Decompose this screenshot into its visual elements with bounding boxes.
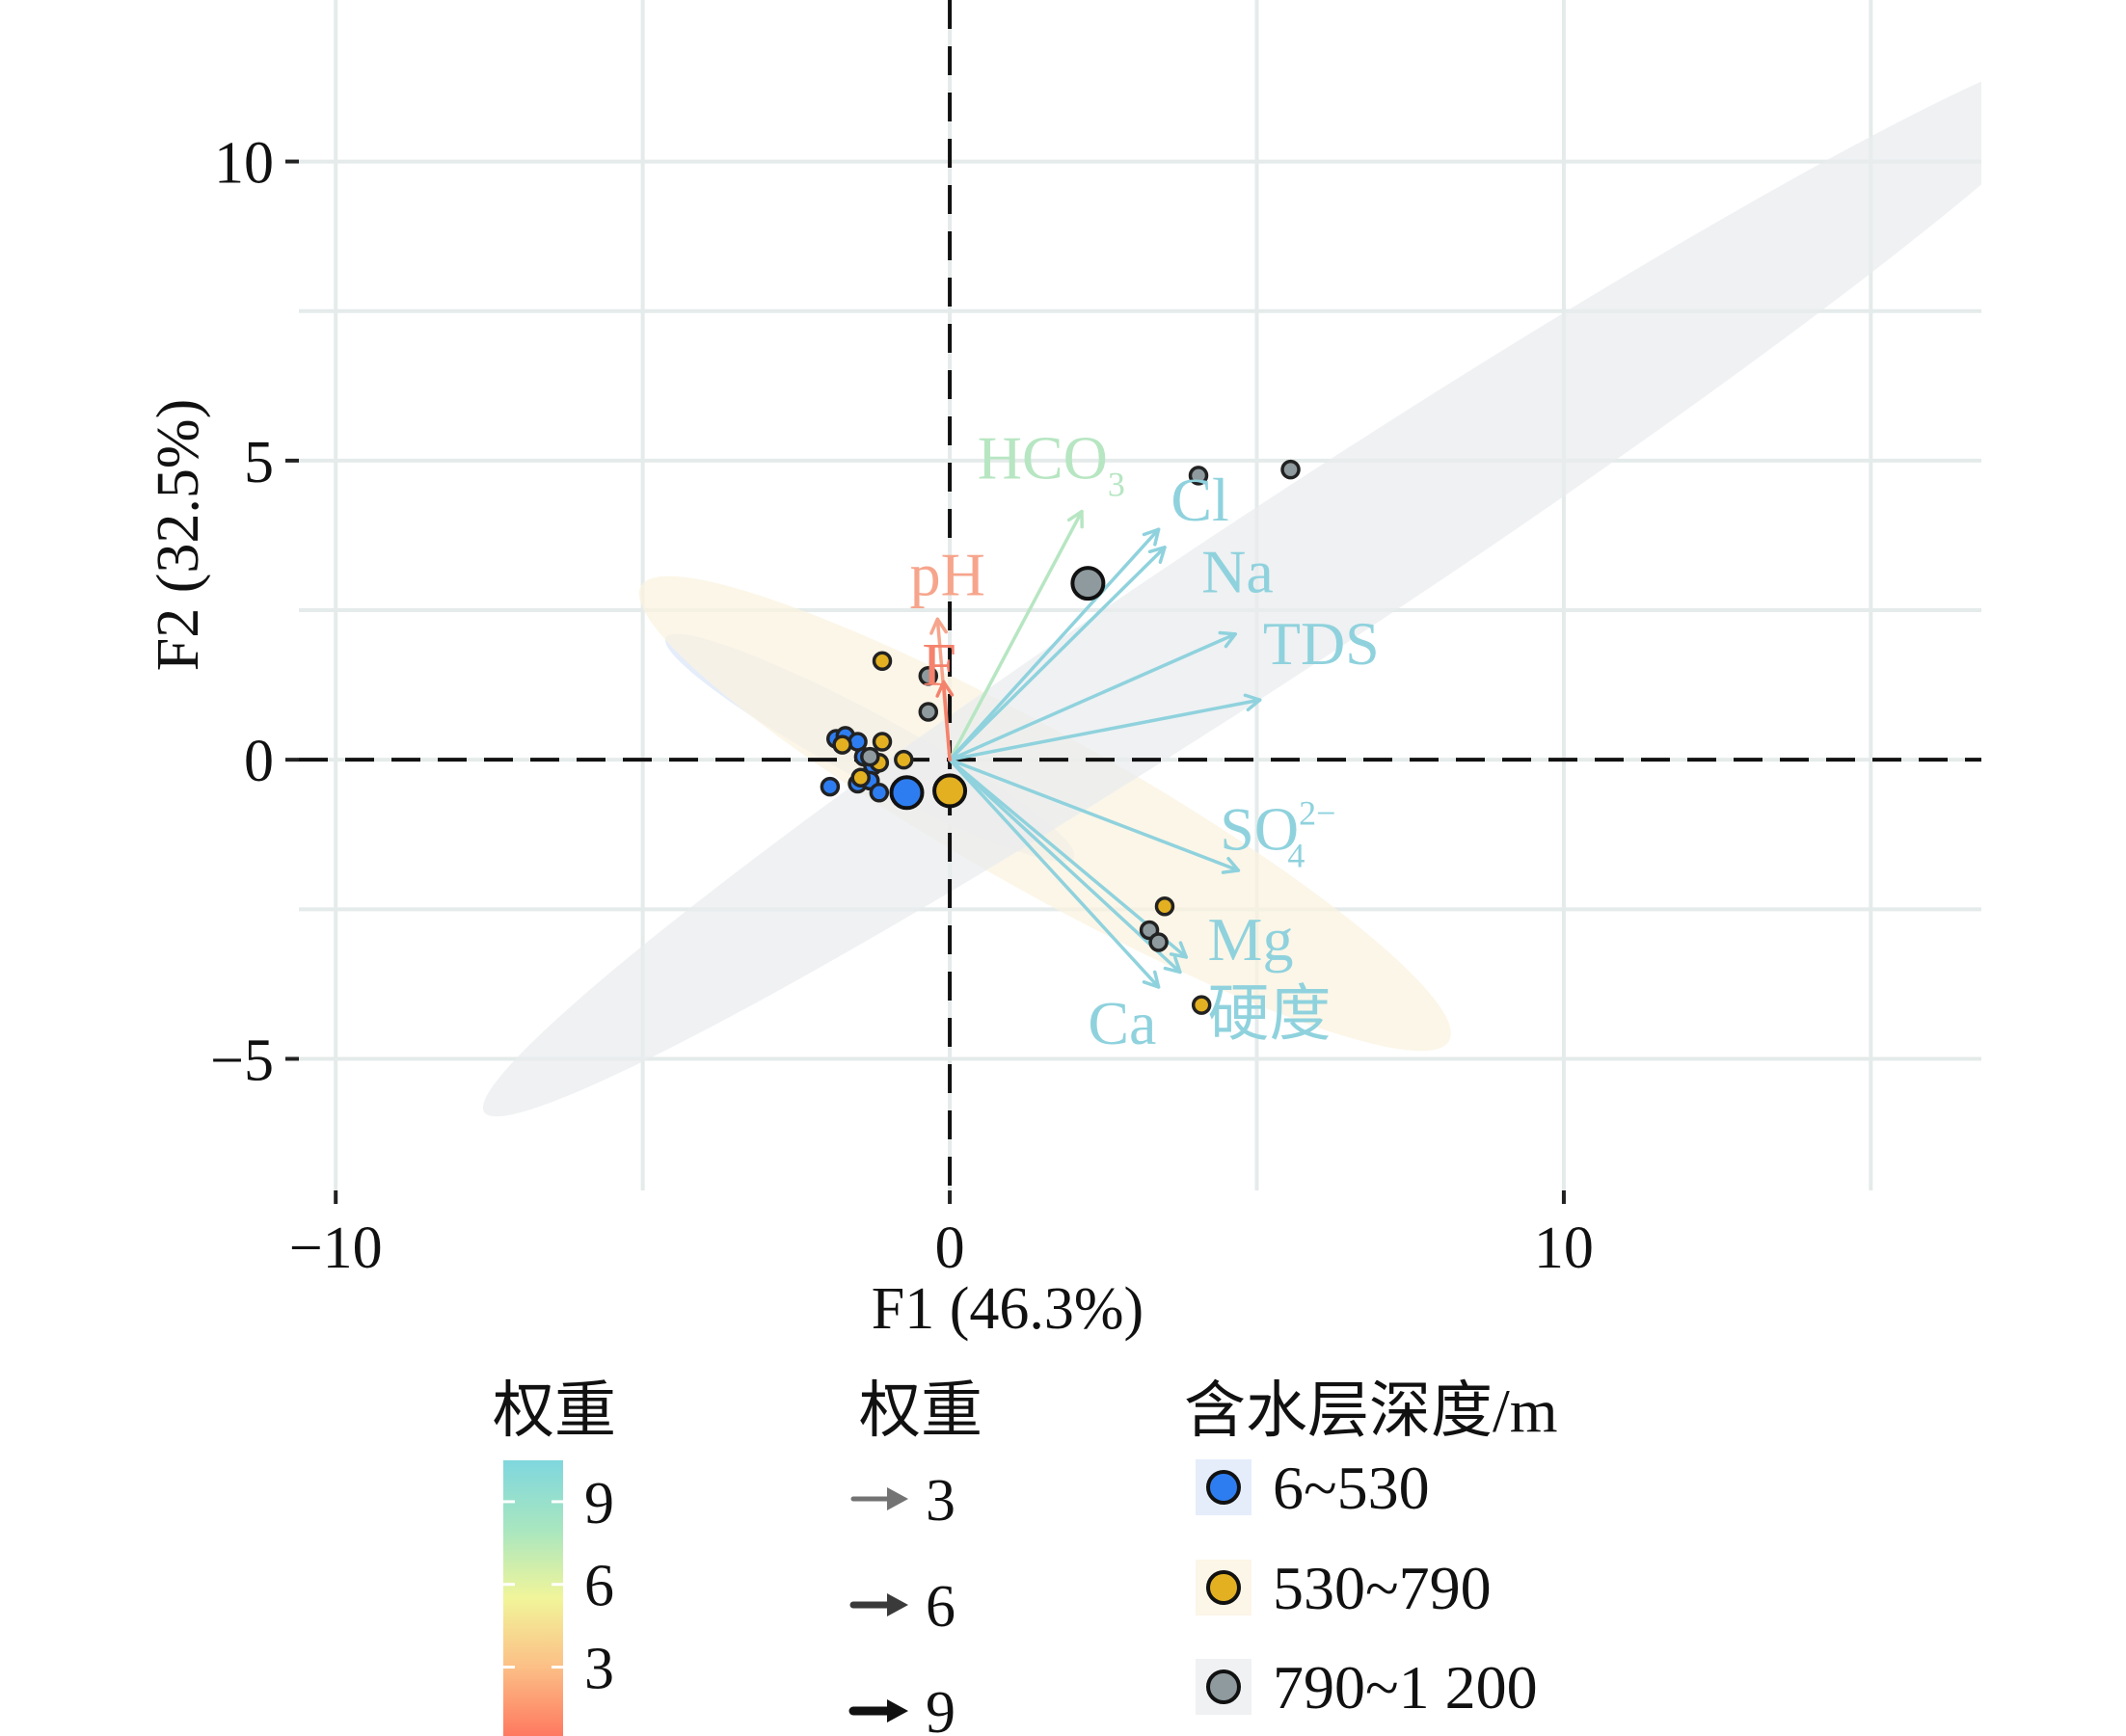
loading-arrow [948, 632, 1237, 761]
sample-point [1280, 459, 1301, 480]
group-key-label: 6~530 [1273, 1454, 1430, 1522]
colorbar-tick-label: 6 [584, 1554, 614, 1619]
loading-arrow [948, 758, 1161, 989]
group-key-label: 530~790 [1273, 1554, 1492, 1622]
axes: −10 0 10 −5 0 5 10 [210, 131, 1594, 1281]
y-axis-title: F2 (32.5%) [146, 399, 211, 671]
zero-lines [299, 0, 1981, 1190]
loading-arrowhead [1066, 509, 1084, 529]
colorbar-tick-label: 3 [584, 1637, 614, 1702]
x-tick-label: 10 [1534, 1215, 1594, 1281]
group-centroid [889, 775, 925, 811]
sample-point [850, 767, 871, 788]
sample-point [1191, 995, 1212, 1015]
group-legend-title: 含水层深度/m [1184, 1376, 1558, 1445]
y-tick-label: 5 [244, 430, 274, 495]
group-key-dot [1206, 1669, 1241, 1704]
loading-arrowhead [1163, 955, 1182, 975]
sample-point [820, 776, 841, 797]
group-centroid [1070, 566, 1106, 601]
legend-colorbar: 权重 9 6 3 [493, 1376, 616, 1736]
sample-points [820, 459, 1301, 1015]
y-tick-label: −5 [210, 1028, 274, 1093]
sample-point [1148, 932, 1169, 952]
loading-label: pH [910, 541, 985, 609]
group-key-label: 790~1 200 [1273, 1653, 1538, 1722]
sample-point [1154, 895, 1175, 917]
colorbar-tick-label: 9 [584, 1471, 614, 1536]
loading-arrowhead [1218, 630, 1237, 649]
arrow-legend-label: 3 [926, 1468, 955, 1534]
loading-arrow [948, 698, 1262, 761]
ellipse-790~1 200 [482, 43, 1981, 1117]
sample-point [894, 749, 914, 770]
sample-point [832, 734, 852, 755]
x-axis-title: F1 (46.3%) [872, 1276, 1144, 1342]
colorbar-gradient [503, 1460, 563, 1736]
group-key-dot [1206, 1470, 1241, 1505]
loading-arrow [948, 509, 1084, 761]
arrow-legend-head [887, 1487, 908, 1510]
legend-arrow-width: 权重 3 6 9 [848, 1376, 982, 1736]
sample-point [860, 746, 880, 767]
loading-arrowhead [1169, 941, 1189, 959]
arrow-legend-label: 6 [926, 1574, 955, 1640]
loading-label: F [922, 630, 956, 699]
loading-label: Mg [1208, 905, 1294, 974]
loading-label: HCO3 [978, 423, 1125, 503]
group-centroid [932, 773, 968, 809]
arrow-legend-title: 权重 [859, 1376, 982, 1445]
loading-arrow [948, 527, 1161, 761]
x-tick-label: 0 [935, 1215, 965, 1281]
loading-arrow [948, 758, 1182, 975]
sample-point [918, 666, 939, 686]
loading-arrow [948, 758, 1241, 872]
loading-arrowhead [1221, 857, 1241, 874]
loading-label: 硬度 [1208, 980, 1332, 1049]
y-tick-label: 10 [214, 131, 274, 197]
loading-label: SO2− 4 [1220, 793, 1335, 874]
group-key-dot [1206, 1570, 1241, 1605]
sample-point [872, 732, 893, 752]
loading-label: Na [1201, 537, 1274, 605]
legend-depth-groups: 含水层深度/m 6~530 530~790 790~1 200 [1184, 1376, 1558, 1722]
loading-arrowhead [1142, 970, 1161, 989]
sample-point [918, 702, 939, 722]
loading-arrow [941, 680, 952, 761]
loading-arrowhead [1243, 693, 1262, 712]
loading-arrowhead [935, 680, 955, 698]
loading-label: TDS [1263, 609, 1380, 678]
sample-point [872, 651, 893, 672]
y-tick-label: 0 [244, 729, 274, 794]
loading-label: Ca [1088, 989, 1156, 1057]
loading-arrowhead [1142, 527, 1161, 547]
loading-arrowhead [1147, 546, 1167, 564]
x-tick-label: −10 [289, 1215, 383, 1281]
colorbar-title: 权重 [493, 1376, 616, 1445]
arrow-legend-head [887, 1593, 908, 1616]
loading-label: Cl [1171, 466, 1228, 534]
loading-arrow [948, 546, 1167, 761]
arrow-legend-label: 9 [926, 1680, 955, 1736]
sample-point [869, 783, 890, 803]
sample-point [1188, 466, 1209, 486]
loading-arrowhead [929, 617, 948, 635]
arrow-legend-head [887, 1699, 908, 1723]
